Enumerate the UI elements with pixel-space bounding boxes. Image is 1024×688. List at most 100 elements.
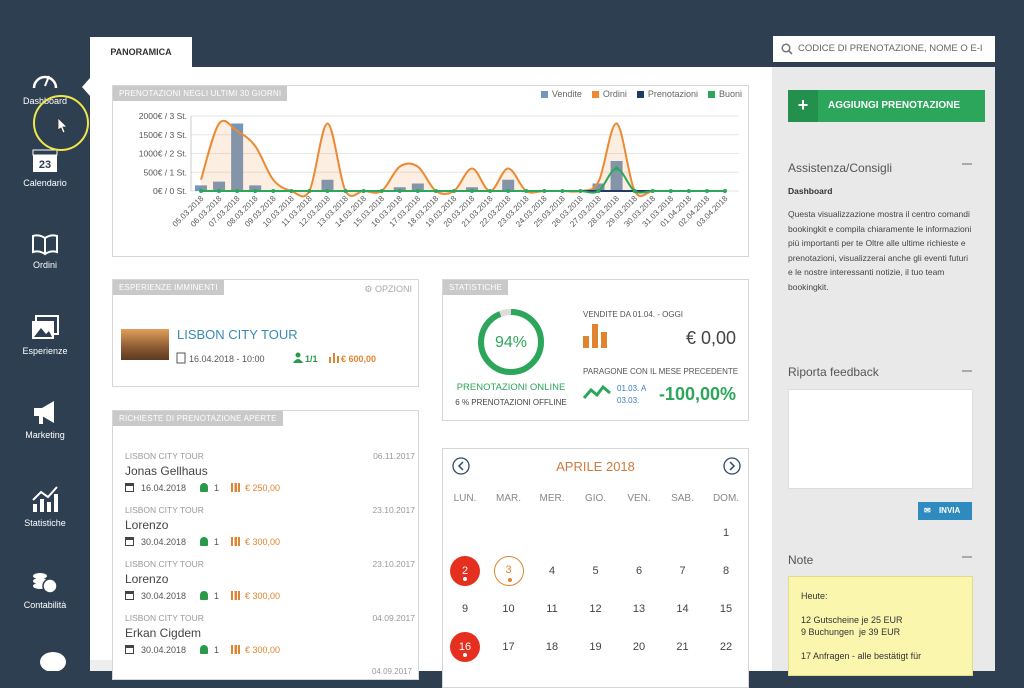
icon-calendar (125, 537, 134, 546)
icon-person (200, 645, 208, 654)
icon-person (200, 537, 208, 546)
point (632, 189, 637, 193)
icon-bars (231, 537, 240, 546)
help-text: Questa visualizzazione mostra il centro … (788, 209, 972, 292)
request-item[interactable]: LISBON CITY TOUR 23.10.2017 Lorenzo 30.04.2… (125, 559, 415, 609)
sales-label: VENDITE DA 01.04. - OGGI (583, 310, 684, 319)
prev-month[interactable] (452, 457, 470, 475)
calendar-day[interactable]: 12 (589, 603, 602, 615)
icon: 23 (32, 149, 58, 172)
sales-amount: € 0,00 (685, 328, 736, 348)
request-date: 16.04.2018 (141, 483, 187, 493)
y-tick-label: 1000€ / 2 St. (139, 149, 187, 159)
right-column (772, 67, 995, 671)
request-item[interactable]: LISBON CITY TOUR 06.11.2017 Jonas Gellhaus… (125, 451, 415, 501)
help-subtitle: Dashboard (788, 186, 833, 196)
donut: 94% (478, 309, 544, 375)
icon-partial (40, 652, 66, 671)
options-link[interactable]: ⚙ OPZIONI (364, 284, 412, 294)
collapse[interactable] (962, 163, 972, 165)
send-button[interactable]: ✉ INVIA (918, 502, 972, 520)
next-month[interactable] (723, 457, 741, 475)
y-tick-label: 0€ / 0 St. (153, 186, 187, 196)
day-dot (507, 578, 512, 582)
point (361, 189, 366, 193)
point (704, 189, 709, 193)
options-label: OPZIONI (374, 284, 412, 294)
calendar-day[interactable]: 4 (548, 565, 556, 577)
participants: 1/1 (305, 354, 318, 364)
point (307, 189, 312, 193)
nav-ordini[interactable]: Ordini (0, 232, 90, 270)
nav-statistiche[interactable]: Statistiche (0, 484, 90, 528)
calendar-day[interactable]: 6 (635, 565, 643, 577)
calendar-day[interactable]: 20 (632, 641, 646, 653)
calendar-day[interactable]: 21 (676, 641, 689, 653)
compare-value: -100,00% (658, 384, 736, 404)
legend-swatch (707, 90, 715, 98)
chart-panel: PRENOTAZIONI NEGLI ULTIMI 30 GIORNI Vend… (112, 85, 749, 257)
calendar-day[interactable]: 17 (502, 641, 515, 653)
calendar-day[interactable]: 3 (493, 556, 524, 586)
calendar-day[interactable]: 9 (461, 603, 469, 615)
legend-swatch (636, 90, 644, 98)
legend-item: Ordini (591, 89, 627, 99)
calendar-day[interactable]: 1 (722, 527, 730, 539)
calendar-day[interactable]: 15 (719, 603, 733, 615)
icon-person (200, 591, 208, 600)
note-line: Heute: (801, 591, 828, 601)
calendar-day[interactable]: 22 (719, 641, 733, 653)
collapse[interactable] (962, 370, 972, 372)
tab[interactable]: PANORAMICA (90, 37, 192, 67)
request-item[interactable]: LISBON CITY TOUR 04.09.2017 Erkan Cigdem 30… (125, 613, 415, 663)
calendar-day[interactable]: 19 (589, 641, 602, 653)
bar (592, 183, 605, 191)
compare-from: 01.03. A (617, 384, 647, 393)
calendar-day[interactable]: 8 (722, 565, 730, 577)
calendar-day[interactable]: 16 (450, 632, 480, 662)
feedback-input[interactable] (788, 389, 973, 489)
calendar-icon-day: 23 (39, 159, 51, 171)
bar (231, 123, 244, 191)
request-tour: LISBON CITY TOUR (125, 505, 204, 515)
bar (610, 161, 623, 191)
collapse[interactable] (962, 556, 972, 558)
weekday: LUN. (453, 493, 477, 504)
compare-to: 03.03. (617, 396, 640, 405)
point (723, 189, 727, 193)
calendar-day[interactable]: 7 (679, 565, 686, 577)
add-booking-button[interactable]: + AGGIUNGI PRENOTAZIONE (788, 90, 985, 122)
icon (32, 315, 59, 339)
notes-box[interactable]: Heute: 12 Gutscheine je 25 EUR 9 Buchungen… (788, 576, 973, 676)
calendar-day[interactable]: 11 (546, 603, 558, 615)
request-item[interactable]: LISBON CITY TOUR 23.10.2017 Lorenzo 30.04.2… (125, 505, 415, 555)
calendar-day[interactable]: 10 (502, 603, 515, 615)
point (524, 189, 529, 193)
calendar-day[interactable]: 5 (592, 565, 599, 577)
nav-calendario[interactable]: 23 Calendario (0, 146, 90, 188)
feedback-title: Riporta feedback (788, 365, 879, 379)
calendar-panel: APRILE 2018 LUN. MAR. MER. GIO. VEN. SAB. DOM.… (442, 448, 749, 688)
calendar-day[interactable]: 18 (545, 641, 559, 653)
nav-marketing[interactable]: Marketing (0, 398, 90, 440)
bar (502, 179, 515, 191)
nav-esperienze[interactable]: Esperienze (0, 314, 90, 356)
icon (33, 573, 58, 594)
legend: Vendite Ordini Prenotazioni Buoni (540, 89, 742, 99)
nav-contabilita[interactable]: Contabilità (0, 568, 90, 610)
search-placeholder: CODICE DI PRENOTAZIONE, NOME O E-I (798, 43, 983, 54)
area (201, 120, 725, 197)
compare-label: PARAGONE CON IL MESE PRECEDENTE (583, 367, 739, 376)
offline-label: 6 % PRENOTAZIONI OFFLINE (455, 398, 567, 407)
icon-bars (231, 645, 240, 654)
request-name: Lorenzo (125, 518, 169, 532)
point (217, 189, 222, 193)
tour-title[interactable]: LISBON CITY TOUR (177, 327, 298, 342)
upcoming-panel: ESPERIENZE IMMINENTI ⚙ OPZIONI LISBON CI… (112, 279, 419, 387)
request-date: 30.04.2018 (141, 537, 187, 547)
calendar-day[interactable]: 13 (632, 603, 646, 615)
calendar-day[interactable]: 2 (450, 556, 480, 586)
calendar-day[interactable]: 14 (676, 603, 689, 615)
search-box[interactable]: CODICE DI PRENOTAZIONE, NOME O E-I (773, 36, 995, 62)
request-date: 30.04.2018 (141, 645, 187, 655)
